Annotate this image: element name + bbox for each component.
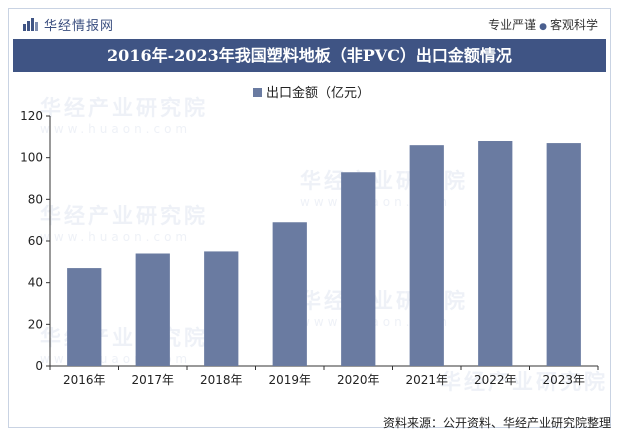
- brand: 华经情报网: [23, 15, 114, 34]
- bar: [546, 143, 581, 366]
- bar-chart-logo-icon: [23, 18, 38, 31]
- bar: [478, 141, 513, 366]
- x-tick-label: 2016年: [63, 373, 106, 387]
- legend-label: 出口金额（亿元）: [266, 85, 370, 101]
- top-bar: 华经情报网 专业严谨 ● 客观科学: [9, 9, 610, 39]
- tagline-left: 专业严谨: [488, 18, 537, 32]
- x-tick-label: 2017年: [131, 373, 174, 387]
- bar: [67, 268, 102, 366]
- x-tick-label: 2023年: [542, 373, 585, 387]
- source-note: 资料来源：公开资料、华经产业研究院整理: [382, 416, 611, 430]
- y-tick-label: 100: [20, 151, 43, 165]
- chart-title: 2016年-2023年我国塑料地板（非PVC）出口金额情况: [13, 39, 606, 72]
- bar: [135, 253, 170, 366]
- y-tick-label: 40: [28, 276, 43, 290]
- bar: [272, 222, 307, 366]
- bar: [409, 145, 444, 366]
- tagline-separator: ●: [539, 22, 547, 32]
- y-tick-label: 20: [28, 317, 43, 331]
- y-tick-label: 120: [20, 109, 43, 123]
- tagline-right: 客观科学: [549, 18, 598, 32]
- y-tick-label: 60: [28, 234, 43, 248]
- x-tick-label: 2018年: [200, 373, 243, 387]
- x-tick-label: 2019年: [268, 373, 311, 387]
- brand-name: 华经情报网: [44, 19, 115, 34]
- tagline: 专业严谨 ● 客观科学: [488, 16, 598, 33]
- x-tick-label: 2020年: [337, 373, 380, 387]
- bar: [204, 251, 239, 366]
- legend-swatch: [253, 88, 262, 97]
- bar: [341, 172, 376, 366]
- y-tick-label: 80: [28, 192, 43, 206]
- x-tick-label: 2022年: [474, 373, 517, 387]
- x-tick-label: 2021年: [405, 373, 448, 387]
- y-tick-label: 0: [35, 359, 43, 373]
